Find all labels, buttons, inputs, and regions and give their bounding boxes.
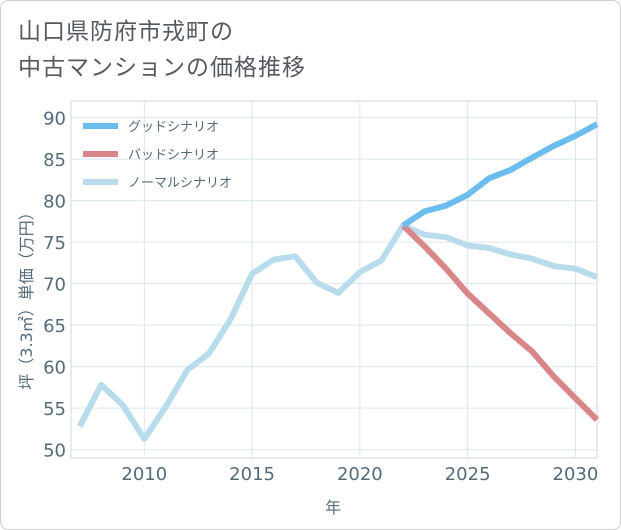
legend-label: グッドシナリオ (128, 120, 219, 135)
x-tick-label: 2010 (121, 464, 167, 485)
title-line-1: 山口県防府市戎町の (18, 19, 234, 45)
y-tick-label: 65 (43, 316, 66, 337)
x-tick-label: 2030 (553, 464, 599, 485)
y-axis-label: 坪（3.3㎡）単価（万円） (17, 204, 36, 389)
series-line-2 (400, 223, 600, 422)
y-tick-label: 80 (43, 192, 66, 213)
plot-area-border (70, 100, 598, 459)
y-tick-label: 75 (43, 233, 66, 254)
y-tick-label: 55 (43, 399, 66, 420)
title-line-2: 中古マンションの価格推移 (18, 55, 306, 81)
y-tick-label: 70 (43, 275, 66, 296)
chart-title: 山口県防府市戎町の 中古マンションの価格推移 (18, 14, 306, 86)
series-lines (76, 121, 600, 442)
series-line-1 (401, 121, 599, 229)
y-tick-labels: 50 55 60 65 70 75 80 85 90 (43, 109, 66, 462)
x-tick-label: 2015 (229, 464, 275, 485)
y-tick-label: 50 (43, 441, 66, 462)
series-line-3 (76, 222, 599, 442)
x-axis-label: 年 (325, 498, 341, 517)
y-tick-label: 85 (43, 150, 66, 171)
x-tick-label: 2025 (445, 464, 491, 485)
y-tick-label: 60 (43, 358, 66, 379)
x-tick-labels: 2010 2015 2020 2025 2030 (121, 464, 598, 485)
legend-label: バッドシナリオ (128, 148, 219, 163)
y-tick-label: 90 (43, 109, 66, 130)
x-tick-label: 2020 (337, 464, 383, 485)
grid-lines (71, 101, 597, 458)
legend-label: ノーマルシナリオ (128, 176, 232, 191)
